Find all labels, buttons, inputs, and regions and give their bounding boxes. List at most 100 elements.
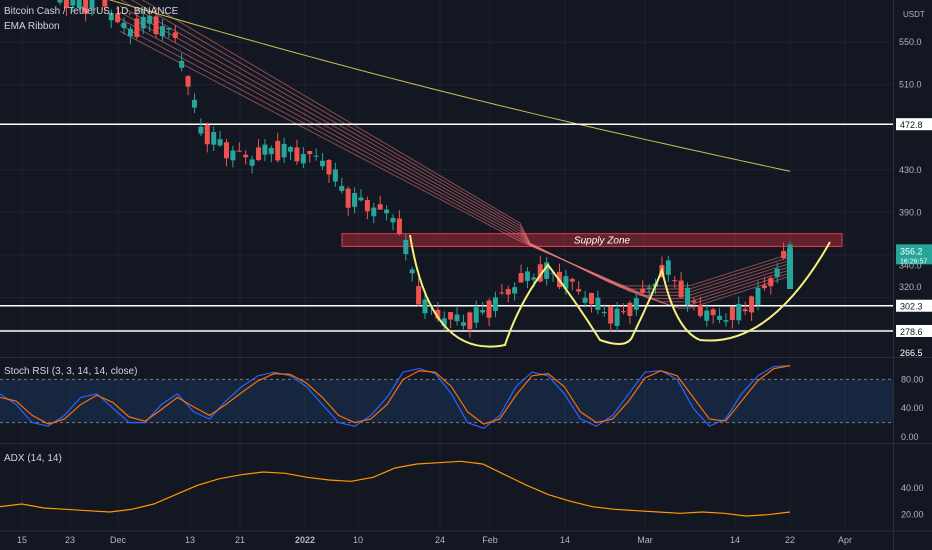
candle-body — [672, 280, 678, 282]
candle-body — [288, 147, 294, 152]
candle-body — [512, 287, 518, 294]
supply-zone-box — [341, 233, 843, 247]
candle-body — [377, 204, 383, 210]
price-label-text-low: 266.5 — [900, 348, 923, 358]
candle-body — [742, 309, 748, 312]
time-tick-0: 15 — [17, 535, 27, 545]
candle-body — [300, 154, 306, 164]
adx-tick-0: 40.00 — [901, 483, 924, 493]
candle-body — [256, 147, 262, 161]
candle-body — [108, 13, 114, 21]
price-tick-3: 390.0 — [899, 207, 922, 217]
time-tick-9: 14 — [560, 535, 570, 545]
candle-body — [704, 310, 710, 321]
candle-body — [717, 315, 723, 320]
price-label-low — [896, 346, 932, 358]
candle-body — [768, 278, 774, 287]
time-tick-4: 21 — [235, 535, 245, 545]
candle-body — [313, 155, 319, 157]
candle-body — [204, 124, 210, 145]
time-tick-5: 2022 — [295, 535, 315, 545]
candle-body — [147, 15, 153, 24]
stoch-band-fill — [0, 379, 893, 423]
ema-ribbon-line-7 — [141, 0, 791, 287]
candle-body — [550, 272, 556, 274]
ema-ribbon-line-4 — [119, 5, 791, 296]
candle-body — [153, 16, 159, 35]
candle-body — [505, 288, 511, 295]
price-tick-5: 320.0 — [899, 282, 922, 292]
candle-body — [396, 218, 402, 235]
candle-body — [332, 169, 338, 182]
candle-body — [179, 60, 185, 68]
price-tick-2: 430.0 — [899, 165, 922, 175]
candle-body — [115, 14, 121, 23]
symbol-legend[interactable]: Bitcoin Cash / TetherUS, 1D, BINANCE — [4, 6, 179, 17]
candle-body — [57, 0, 63, 3]
ema-ribbon-legend[interactable]: EMA Ribbon — [4, 21, 60, 32]
candle-body — [710, 309, 716, 316]
candle-body — [524, 271, 530, 281]
time-tick-8: Feb — [482, 535, 498, 545]
candle-body — [243, 154, 249, 158]
candle-body — [576, 289, 582, 292]
candle-body — [121, 22, 127, 28]
candle-body — [563, 276, 569, 289]
candle-body — [435, 309, 441, 319]
price-tick-0: 550.0 — [899, 37, 922, 47]
candle-body — [621, 311, 627, 313]
time-tick-2: Dec — [110, 535, 127, 545]
candle-body — [224, 142, 230, 159]
candle-body — [691, 300, 697, 303]
candle-body — [371, 207, 377, 217]
candle-body — [588, 292, 594, 304]
candle-body — [633, 298, 639, 310]
stoch-tick-1: 40.00 — [901, 403, 924, 413]
adx-line — [0, 460, 791, 517]
stoch-rsi-legend[interactable]: Stoch RSI (3, 3, 14, 14, close) — [4, 366, 138, 377]
candle-body — [166, 27, 172, 30]
candle-body — [499, 292, 505, 294]
candle-body — [390, 217, 396, 223]
candle-body — [448, 312, 454, 320]
candle-body — [268, 148, 274, 155]
price-label-countdown: 16:26:57 — [900, 258, 927, 265]
price-axis-separator — [893, 0, 894, 550]
candle-body — [159, 26, 165, 37]
candle-body — [441, 318, 447, 326]
candle-body — [358, 197, 364, 201]
candle-body — [403, 240, 409, 255]
candle-body — [89, 0, 95, 9]
candle-body — [76, 0, 82, 8]
stoch-d-line — [0, 365, 791, 425]
time-tick-10: Mar — [637, 535, 653, 545]
adx-legend[interactable]: ADX (14, 14) — [4, 453, 62, 464]
candle-body — [320, 160, 326, 167]
candle-body — [345, 188, 351, 208]
candle-body — [749, 296, 755, 313]
ema-ribbon-line-5 — [120, 0, 791, 293]
candle-body — [486, 300, 492, 318]
candle-body — [492, 297, 498, 311]
candle-body — [761, 285, 767, 289]
candle-body — [723, 320, 729, 322]
time-tick-1: 23 — [65, 535, 75, 545]
candle-body — [608, 306, 614, 324]
candle-body — [755, 287, 761, 305]
candle-body — [281, 143, 287, 158]
candle-body — [409, 269, 415, 274]
price-label-r1 — [896, 118, 932, 131]
candle-body — [601, 312, 607, 314]
adx-tick-1: 20.00 — [901, 510, 924, 520]
candle-body — [384, 209, 390, 214]
candle-body — [185, 76, 191, 87]
candle-body — [236, 150, 242, 152]
ema200-line — [108, 0, 791, 172]
candle-body — [646, 287, 652, 289]
time-tick-11: 14 — [730, 535, 740, 545]
candle-body — [480, 310, 486, 313]
price-label-r2 — [896, 299, 932, 312]
candle-body — [614, 308, 620, 326]
candle-body — [787, 244, 793, 252]
